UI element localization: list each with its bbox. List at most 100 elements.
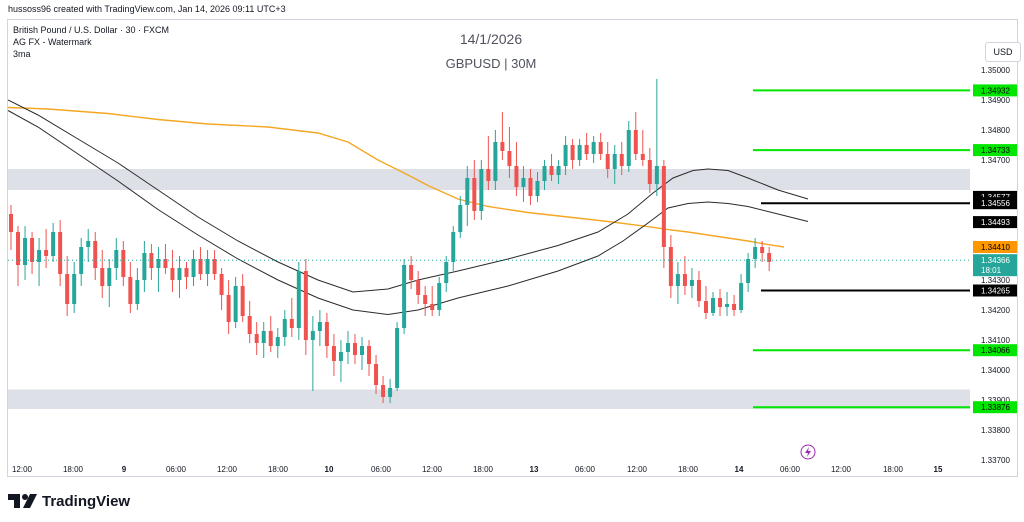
candle xyxy=(205,250,210,286)
candle-body xyxy=(619,154,624,166)
candle xyxy=(240,274,245,322)
candle-body xyxy=(268,331,273,346)
candle-body xyxy=(324,322,329,346)
candle xyxy=(542,160,547,190)
candle-body xyxy=(430,304,435,310)
candle xyxy=(381,376,386,403)
candle xyxy=(30,232,35,274)
candle xyxy=(93,232,98,280)
candle-body xyxy=(86,241,91,247)
x-tick-label: 18:00 xyxy=(63,465,84,474)
candle xyxy=(423,286,428,316)
tradingview-logo[interactable]: TradingView xyxy=(8,491,130,511)
candle xyxy=(360,337,364,370)
candle xyxy=(367,340,372,376)
candle-body xyxy=(577,145,582,160)
candle-body xyxy=(696,280,701,301)
candle xyxy=(37,238,42,286)
currency-button[interactable]: USD xyxy=(985,42,1021,62)
candle xyxy=(345,331,350,364)
candle xyxy=(395,322,400,391)
candle-body xyxy=(465,178,470,205)
candle-body xyxy=(668,247,673,286)
candle xyxy=(23,226,28,280)
x-tick-label: 18:00 xyxy=(473,465,494,474)
candle-body xyxy=(605,154,610,169)
x-tick-label: 18:00 xyxy=(268,465,289,474)
candle-body xyxy=(254,334,259,343)
candle xyxy=(746,253,751,292)
legend-symbol[interactable]: British Pound / U.S. Dollar · 30 · FXCM xyxy=(13,25,169,35)
candle xyxy=(226,280,231,334)
candle-body xyxy=(542,166,547,181)
candle xyxy=(549,154,554,181)
candle xyxy=(675,262,680,304)
candle-body xyxy=(703,301,708,313)
candle xyxy=(198,247,203,280)
candle xyxy=(416,271,421,304)
candle xyxy=(374,355,379,394)
ma-upper-line xyxy=(8,99,809,293)
candle-body xyxy=(725,304,730,307)
candle xyxy=(696,271,701,307)
candle-body xyxy=(9,214,13,232)
candle-body xyxy=(626,130,631,166)
candle-body xyxy=(584,145,589,154)
candle xyxy=(626,121,631,172)
ma-price-label-bg xyxy=(973,241,1017,253)
candle-body xyxy=(486,169,491,181)
x-tick-label: 15 xyxy=(934,465,943,474)
candle-body xyxy=(528,178,533,196)
candle-body xyxy=(219,274,224,295)
candle-body xyxy=(402,265,407,328)
candle xyxy=(500,112,505,160)
candle-body xyxy=(44,250,49,256)
candle-body xyxy=(128,277,133,304)
candle-body xyxy=(37,250,42,262)
candle xyxy=(324,313,329,358)
candle-body xyxy=(177,268,182,280)
candle-body xyxy=(493,142,498,181)
candle-body xyxy=(16,232,21,265)
candle-body xyxy=(767,253,772,262)
candle-body xyxy=(374,364,379,385)
candle-body xyxy=(416,280,421,295)
candle xyxy=(753,238,758,268)
candle xyxy=(275,328,280,358)
candle xyxy=(282,310,287,346)
candle xyxy=(682,256,687,295)
candle-body xyxy=(612,154,617,169)
candle xyxy=(107,259,112,307)
legend-3ma[interactable]: 3ma xyxy=(13,49,31,59)
candle xyxy=(563,136,568,175)
x-tick-label: 13 xyxy=(530,465,539,474)
candle-body xyxy=(303,271,308,340)
level-label-1.34493: 1.34493 xyxy=(981,218,1010,227)
y-tick-label: 1.34300 xyxy=(981,276,1010,285)
legend-watermark[interactable]: AG FX - Watermark xyxy=(13,37,92,47)
candle-body xyxy=(395,328,400,388)
candle xyxy=(486,136,491,190)
candle-body xyxy=(654,166,659,184)
y-tick-label: 1.33700 xyxy=(981,456,1010,465)
y-tick-label: 1.34900 xyxy=(981,96,1010,105)
candle-body xyxy=(247,316,252,334)
candle-body xyxy=(739,283,744,310)
y-tick-label: 1.33800 xyxy=(981,426,1010,435)
level-label-1.34066: 1.34066 xyxy=(981,346,1010,355)
price-chart[interactable]: 14/1/2026 GBPUSD | 30M 1.350001.349001.3… xyxy=(8,20,1017,476)
x-tick-label: 06:00 xyxy=(575,465,596,474)
candle-body xyxy=(556,166,561,175)
candle xyxy=(535,172,540,202)
lightning-icon[interactable] xyxy=(800,444,816,460)
candle-body xyxy=(563,145,568,166)
candle xyxy=(156,247,161,292)
x-tick-label: 12:00 xyxy=(831,465,852,474)
x-tick-label: 12:00 xyxy=(422,465,443,474)
candle-body xyxy=(142,253,147,280)
candle-body xyxy=(184,268,189,277)
candle-body xyxy=(240,286,245,316)
candle-body xyxy=(479,169,484,211)
candle xyxy=(9,205,13,250)
candle xyxy=(647,148,652,193)
